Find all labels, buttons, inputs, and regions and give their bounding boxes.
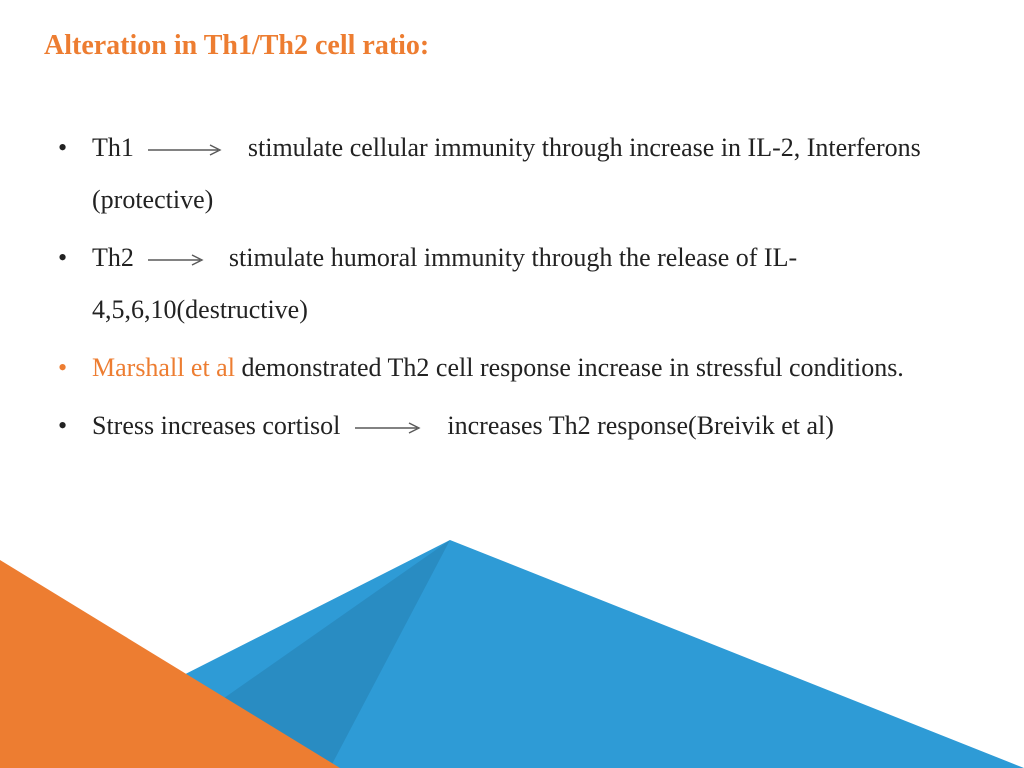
arrow-icon <box>146 142 231 158</box>
bullet-3-highlight: Marshall et al <box>92 353 235 382</box>
orange-triangle <box>0 560 340 768</box>
bullet-3-rest: demonstrated Th2 cell response increase … <box>235 353 904 382</box>
bullet-4-rest: increases Th2 response(Breivik et al) <box>447 411 834 440</box>
slide-title: Alteration in Th1/Th2 cell ratio: <box>44 30 964 62</box>
bullet-2-lead: Th2 <box>92 243 134 272</box>
arrow-icon <box>353 420 431 436</box>
bullet-list: Th1 stimulate cellular immunity through … <box>44 122 964 452</box>
blue-triangle <box>0 540 1024 768</box>
bullet-1-lead: Th1 <box>92 133 134 162</box>
arrow-icon <box>146 252 212 268</box>
bullet-2: Th2 stimulate humoral immunity through t… <box>44 232 964 336</box>
bullet-3: Marshall et al demonstrated Th2 cell res… <box>44 342 964 394</box>
bullet-4: Stress increases cortisol increases Th2 … <box>44 400 964 452</box>
slide: Alteration in Th1/Th2 cell ratio: Th1 st… <box>0 0 1024 768</box>
blue-dark-triangle <box>124 540 450 768</box>
bullet-4-lead: Stress increases cortisol <box>92 411 340 440</box>
bullet-1: Th1 stimulate cellular immunity through … <box>44 122 964 226</box>
